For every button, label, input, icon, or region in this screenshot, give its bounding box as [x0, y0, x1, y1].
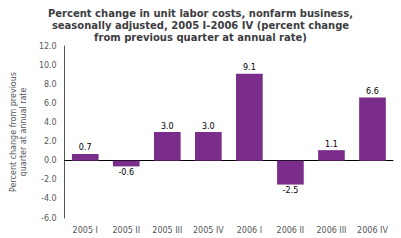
svg-text:2005 II: 2005 II [112, 226, 140, 235]
svg-text:9.1: 9.1 [243, 63, 256, 72]
svg-text:3.0: 3.0 [161, 122, 174, 131]
svg-text:12.0: 12.0 [39, 42, 57, 51]
svg-text:-0.6: -0.6 [118, 168, 134, 177]
svg-text:Percent change from previous: Percent change from previous [9, 72, 18, 192]
svg-text:6.6: 6.6 [366, 87, 379, 96]
svg-text:8.0: 8.0 [44, 80, 57, 89]
svg-text:4.0: 4.0 [44, 118, 57, 127]
svg-text:6.0: 6.0 [44, 99, 57, 108]
svg-text:0.7: 0.7 [79, 143, 92, 152]
svg-text:-2.5: -2.5 [283, 186, 299, 195]
svg-text:10.0: 10.0 [39, 61, 57, 70]
svg-text:Percent change in unit labor c: Percent change in unit labor costs, nonf… [48, 8, 353, 19]
svg-text:2005 I: 2005 I [73, 226, 98, 235]
svg-text:2.0: 2.0 [44, 137, 57, 146]
svg-text:2006 II: 2006 II [277, 226, 305, 235]
svg-text:-2.0: -2.0 [41, 175, 57, 184]
svg-text:1.1: 1.1 [325, 140, 338, 149]
svg-text:2006 III: 2006 III [316, 226, 346, 235]
svg-text:2006 IV: 2006 IV [357, 226, 388, 235]
svg-text:quarter at annual rate: quarter at annual rate [19, 88, 28, 177]
svg-text:-6.0: -6.0 [41, 214, 57, 223]
svg-text:2006 I: 2006 I [237, 226, 262, 235]
svg-text:0.0: 0.0 [44, 156, 57, 165]
svg-text:2005 III: 2005 III [152, 226, 182, 235]
svg-text:seasonally adjusted, 2005 I-20: seasonally adjusted, 2005 I-2006 IV (per… [52, 20, 349, 31]
svg-text:from previous quarter at annua: from previous quarter at annual rate) [94, 32, 307, 43]
svg-text:2005 IV: 2005 IV [193, 226, 224, 235]
svg-text:3.0: 3.0 [202, 122, 215, 131]
svg-text:-4.0: -4.0 [41, 194, 57, 203]
